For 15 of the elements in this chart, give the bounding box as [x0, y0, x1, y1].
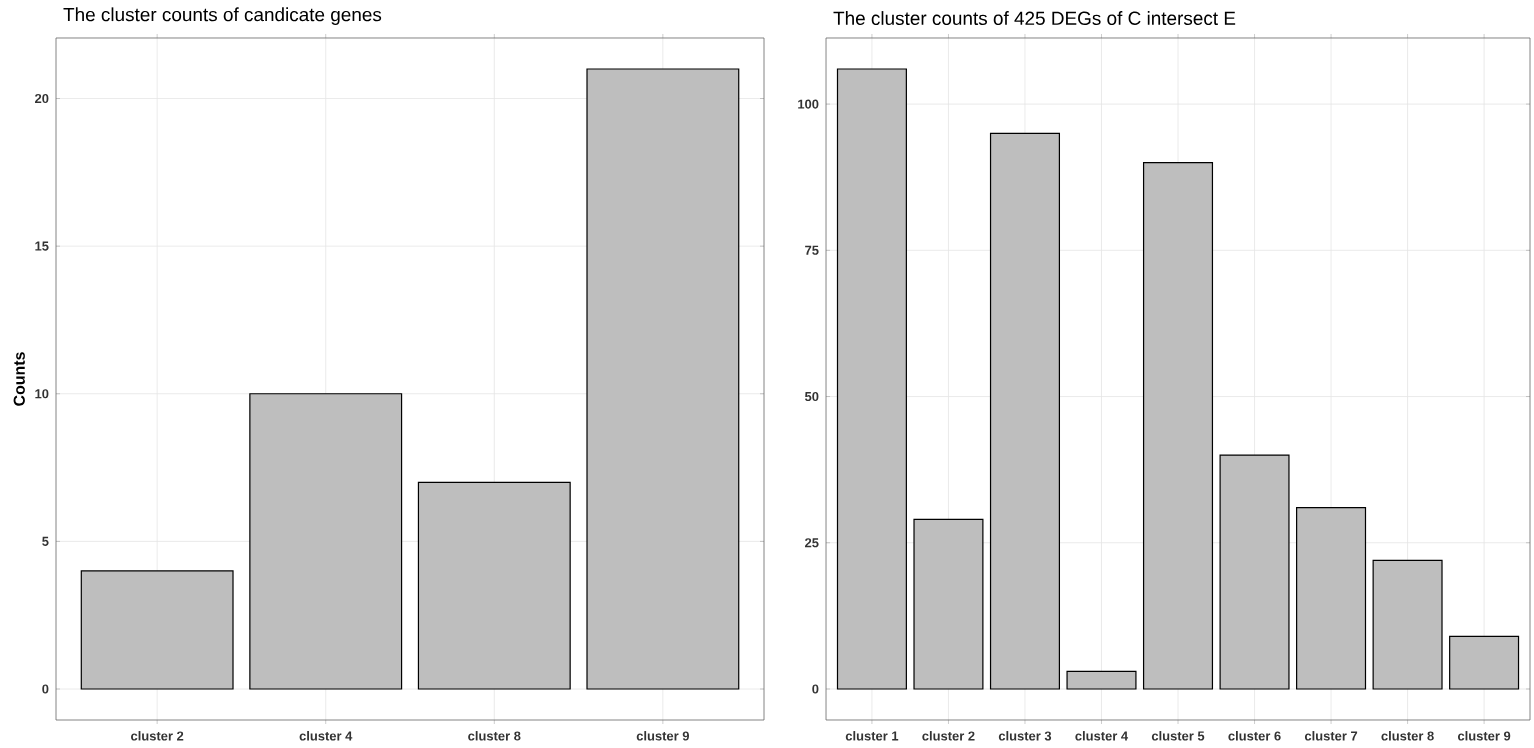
bar — [913, 518, 984, 690]
bar — [1142, 161, 1214, 690]
bar — [586, 68, 740, 690]
chart-title: The cluster counts of 425 DEGs of C intersect E — [833, 11, 1236, 25]
chart-title: The cluster counts of candicate genes — [63, 7, 382, 26]
bar — [1372, 559, 1443, 690]
bar — [1449, 635, 1520, 690]
bar — [80, 570, 234, 690]
bar — [989, 132, 1061, 690]
bar — [836, 68, 907, 690]
bar — [1066, 670, 1137, 690]
bar — [1296, 507, 1367, 690]
bar — [249, 393, 403, 690]
bar — [417, 481, 571, 690]
bar — [1219, 454, 1290, 690]
